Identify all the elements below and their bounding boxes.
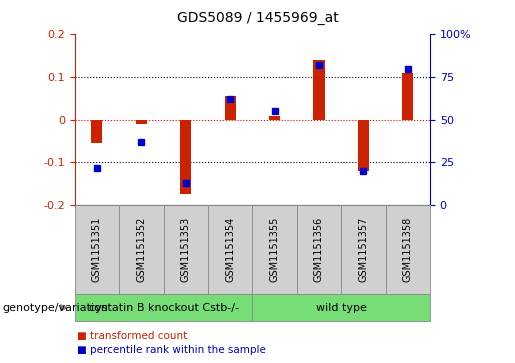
Text: GDS5089 / 1455969_at: GDS5089 / 1455969_at <box>177 11 338 25</box>
Bar <box>225 96 236 120</box>
Text: GSM1151357: GSM1151357 <box>358 217 368 282</box>
Text: ■ transformed count: ■ transformed count <box>77 331 187 341</box>
Bar <box>358 120 369 171</box>
Text: wild type: wild type <box>316 303 367 313</box>
Text: GSM1151356: GSM1151356 <box>314 217 324 282</box>
Text: GSM1151354: GSM1151354 <box>225 217 235 282</box>
Text: GSM1151352: GSM1151352 <box>136 217 146 282</box>
Text: cystatin B knockout Cstb-/-: cystatin B knockout Cstb-/- <box>89 303 238 313</box>
Text: GSM1151353: GSM1151353 <box>181 217 191 282</box>
Text: GSM1151358: GSM1151358 <box>403 217 413 282</box>
Bar <box>314 60 324 120</box>
Text: GSM1151351: GSM1151351 <box>92 217 102 282</box>
Bar <box>180 120 191 195</box>
Bar <box>402 73 414 120</box>
Text: ■ percentile rank within the sample: ■ percentile rank within the sample <box>77 344 266 355</box>
Text: genotype/variation: genotype/variation <box>3 303 109 313</box>
Bar <box>269 115 280 120</box>
Text: GSM1151355: GSM1151355 <box>269 217 280 282</box>
Bar <box>91 120 102 143</box>
Bar <box>136 120 147 124</box>
